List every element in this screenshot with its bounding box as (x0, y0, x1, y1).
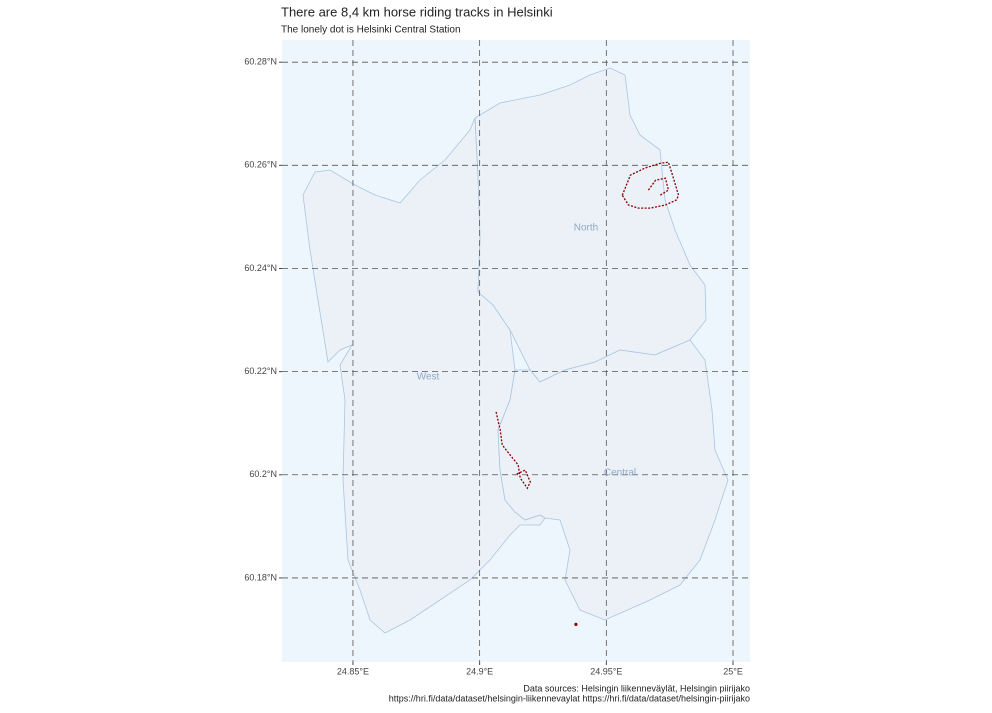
y-tick-label: 60.22°N (244, 366, 277, 376)
riding-track (621, 161, 680, 209)
subtitle: The lonely dot is Helsinki Central Stati… (281, 25, 461, 36)
x-tick-label: 24.95°E (590, 666, 622, 676)
x-tick-label: 24.85°E (337, 666, 369, 676)
y-tick-label: 60.24°N (244, 263, 277, 273)
grid (282, 40, 750, 662)
riding-track (647, 177, 670, 196)
x-tick-label: 25°E (723, 666, 743, 676)
x-tick-label: 24.9°E (466, 666, 493, 676)
districts (302, 67, 729, 634)
marks (495, 161, 680, 626)
region-label: West (417, 372, 440, 383)
region-label: Central (604, 468, 636, 479)
station-point (574, 622, 578, 626)
y-tick-label: 60.18°N (244, 572, 277, 582)
district-north (474, 67, 707, 383)
caption: https://hri.fi/data/dataset/helsingin-li… (389, 693, 750, 703)
caption: Data sources: Helsingin liikenneväylät, … (523, 683, 750, 693)
region-label: North (574, 223, 598, 234)
y-tick-label: 60.28°N (244, 57, 277, 67)
riding-track (495, 411, 532, 490)
district-central (497, 339, 729, 621)
y-tick-label: 60.2°N (249, 469, 277, 479)
y-tick-label: 60.26°N (244, 160, 277, 170)
title: There are 8,4 km horse riding tracks in … (281, 4, 553, 19)
